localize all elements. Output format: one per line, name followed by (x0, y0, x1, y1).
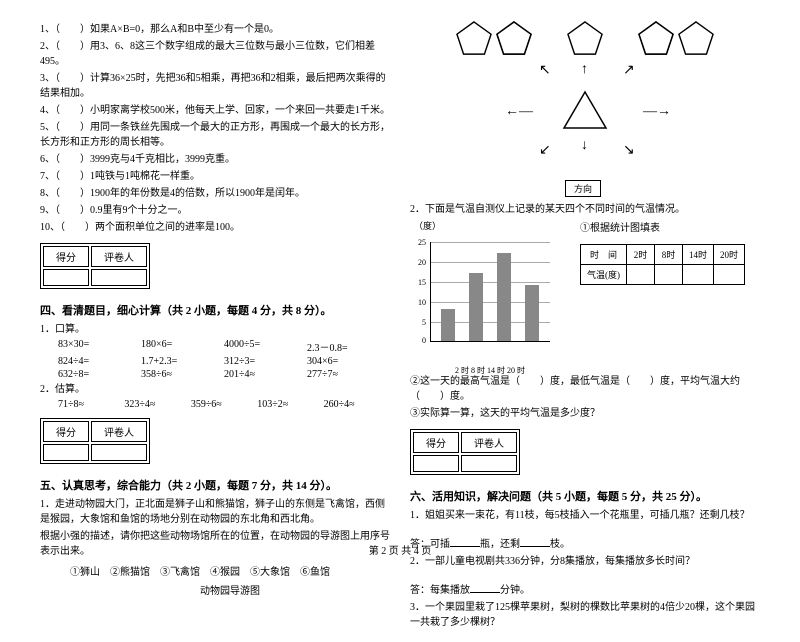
arrow-ne: ↗ (623, 62, 635, 79)
td[interactable] (714, 265, 745, 285)
sub-2: 2．估算。 (40, 382, 390, 397)
qn: 7、 (40, 171, 55, 182)
arrow-nw: ↖ (539, 62, 551, 79)
qn: 10、 (40, 222, 60, 233)
qt: 如果A×B=0，那么A和B中至少有一个是0。 (90, 24, 279, 35)
qt: 小明家离学校500米，他每天上学、回家，一个来回一共要走1千米。 (90, 105, 390, 116)
pentagon-n (566, 20, 604, 56)
ytick: 20 (410, 258, 426, 267)
qn: 9、 (40, 205, 55, 216)
grader-label: 评卷人 (91, 246, 147, 267)
right-column: ↑ ↓ ←— —→ ↖ ↗ ↙ ↘ 方向 2．下面是气温自测仪上记录的某天四个不… (400, 20, 770, 632)
ytick: 25 (410, 238, 426, 247)
ytick: 15 (410, 278, 426, 287)
qn: 4、 (40, 105, 55, 116)
grader-label: 评卷人 (461, 432, 517, 453)
direction-label: 方向 (565, 180, 601, 197)
pentagon-w (455, 20, 493, 56)
s6-q3: 3．一个果园里栽了125棵苹果树，梨树的棵数比苹果树的4倍少20棵，这个果园一共… (410, 600, 760, 630)
qt: 两个面积单位之间的进率是100。 (95, 222, 240, 233)
bar (469, 273, 483, 341)
zoo-caption: 动物园导游图 (70, 582, 390, 597)
qn: 8、 (40, 188, 55, 199)
calc-row: 71÷8≈323÷4≈359÷6≈103÷2≈260÷4≈ (58, 399, 390, 410)
arrow-sw: ↙ (539, 142, 551, 159)
td[interactable] (655, 265, 683, 285)
th: 20时 (714, 245, 745, 265)
q2c: ③实际算一算，这天的平均气温是多少度？ (410, 406, 760, 421)
qt: 1吨铁与1吨棉花一样重。 (90, 171, 200, 182)
arrow-e: —→ (643, 104, 671, 120)
td[interactable] (627, 265, 655, 285)
pentagon-e (677, 20, 715, 56)
y-unit: （度） (414, 219, 560, 232)
arrow-n: ↑ (581, 62, 588, 78)
blank[interactable] (470, 583, 500, 593)
score-label: 得分 (413, 432, 459, 453)
qt: 3999克与4千克相比，3999克重。 (90, 154, 235, 165)
bar-chart: 25 20 15 10 5 0 2 时 8 时 14 时 20 时 (410, 242, 560, 362)
td[interactable] (683, 265, 714, 285)
calc-row: 83×30=180×6=4000÷5=2.3－0.8= (58, 339, 390, 354)
bar (525, 285, 539, 341)
arrow-se: ↘ (623, 142, 635, 159)
arrow-w: ←— (505, 104, 533, 120)
section-5-title: 五、认真思考，综合能力（共 2 小题，每题 7 分，共 14 分）。 (40, 477, 390, 493)
qt: 0.9里有9个十分之一。 (90, 205, 188, 216)
qn: 3、 (40, 73, 55, 84)
th: 2时 (627, 245, 655, 265)
temp-table: 时 间2时8时14时20时 气温(度) (580, 244, 745, 285)
grader-label: 评卷人 (91, 421, 147, 442)
qn: 6、 (40, 154, 55, 165)
score-box: 得分评卷人 (40, 418, 150, 464)
bar (497, 253, 511, 341)
qn: 2、 (40, 41, 55, 52)
sub-1: 1．口算。 (40, 322, 390, 337)
score-box: 得分评卷人 (40, 243, 150, 289)
page-footer: 第 2 页 共 4 页 (0, 542, 800, 557)
qn: 5、 (40, 122, 55, 133)
arrow-s: ↓ (581, 138, 588, 154)
pentagon-sw (495, 20, 533, 56)
xlabels: 2 时 8 时 14 时 20 时 (430, 365, 550, 376)
score-box: 得分评卷人 (410, 429, 520, 475)
qn: 1、 (40, 24, 55, 35)
ytick: 5 (410, 318, 426, 327)
qt: 用同一条铁丝先围成一个最大的正方形，再围成一个最大的长方形，长方形和正方形的周长… (40, 122, 390, 148)
th: 时 间 (581, 245, 627, 265)
ytick: 10 (410, 298, 426, 307)
chart-title: ①根据统计图填表 (580, 219, 745, 234)
s6-a2: 答：每集播放分钟。 (410, 583, 760, 598)
th: 8时 (655, 245, 683, 265)
triangle-center (560, 88, 610, 132)
th: 14时 (683, 245, 714, 265)
calc-row: 824÷4=1.7+2.3=312÷3=304×6= (58, 356, 390, 367)
s5-p1: 1．走进动物园大门，正北面是狮子山和熊猫馆，狮子山的东侧是飞禽馆，西侧是猴园，大… (40, 497, 390, 527)
zoo-options: ①狮山 ②熊猫馆 ③飞禽馆 ④猴园 ⑤大象馆 ⑥鱼馆 (70, 563, 390, 578)
td: 气温(度) (581, 265, 627, 285)
bar (441, 309, 455, 341)
section-4-title: 四、看清题目，细心计算（共 2 小题，每题 4 分，共 8 分）。 (40, 302, 390, 318)
left-column: 1、（ ）如果A×B=0，那么A和B中至少有一个是0。 2、（ ）用3、6、8这… (30, 20, 400, 632)
qt: 1900年的年份数是4的倍数，所以1900年是闰年。 (90, 188, 305, 199)
pentagon-se (637, 20, 675, 56)
score-label: 得分 (43, 421, 89, 442)
s6-q1: 1．姐姐买来一束花，有11枝，每5枝插入一个花瓶里，可插几瓶？还剩几枝？ (410, 508, 760, 523)
qt: 用3、6、8这三个数字组成的最大三位数与最小三位数，它们相差495。 (40, 41, 375, 67)
score-label: 得分 (43, 246, 89, 267)
ytick: 0 (410, 336, 426, 345)
section-6-title: 六、活用知识，解决问题（共 5 小题，每题 5 分，共 25 分）。 (410, 488, 760, 504)
calc-row: 632÷8=358÷6≈201÷4≈277÷7≈ (58, 369, 390, 380)
q2-text: 2．下面是气温自测仪上记录的某天四个不同时间的气温情况。 (410, 202, 760, 217)
q2b: ②这一天的最高气温是（ ）度，最低气温是（ ）度，平均气温大约（ ）度。 (410, 374, 760, 404)
qt: 计算36×25时，先把36和5相乘，再把36和2相乘，最后把两次乘得的结果相加。 (40, 73, 386, 99)
direction-diagram: ↑ ↓ ←— —→ ↖ ↗ ↙ ↘ 方向 (445, 20, 725, 200)
judge-list: 1、（ ）如果A×B=0，那么A和B中至少有一个是0。 2、（ ）用3、6、8这… (40, 22, 390, 235)
